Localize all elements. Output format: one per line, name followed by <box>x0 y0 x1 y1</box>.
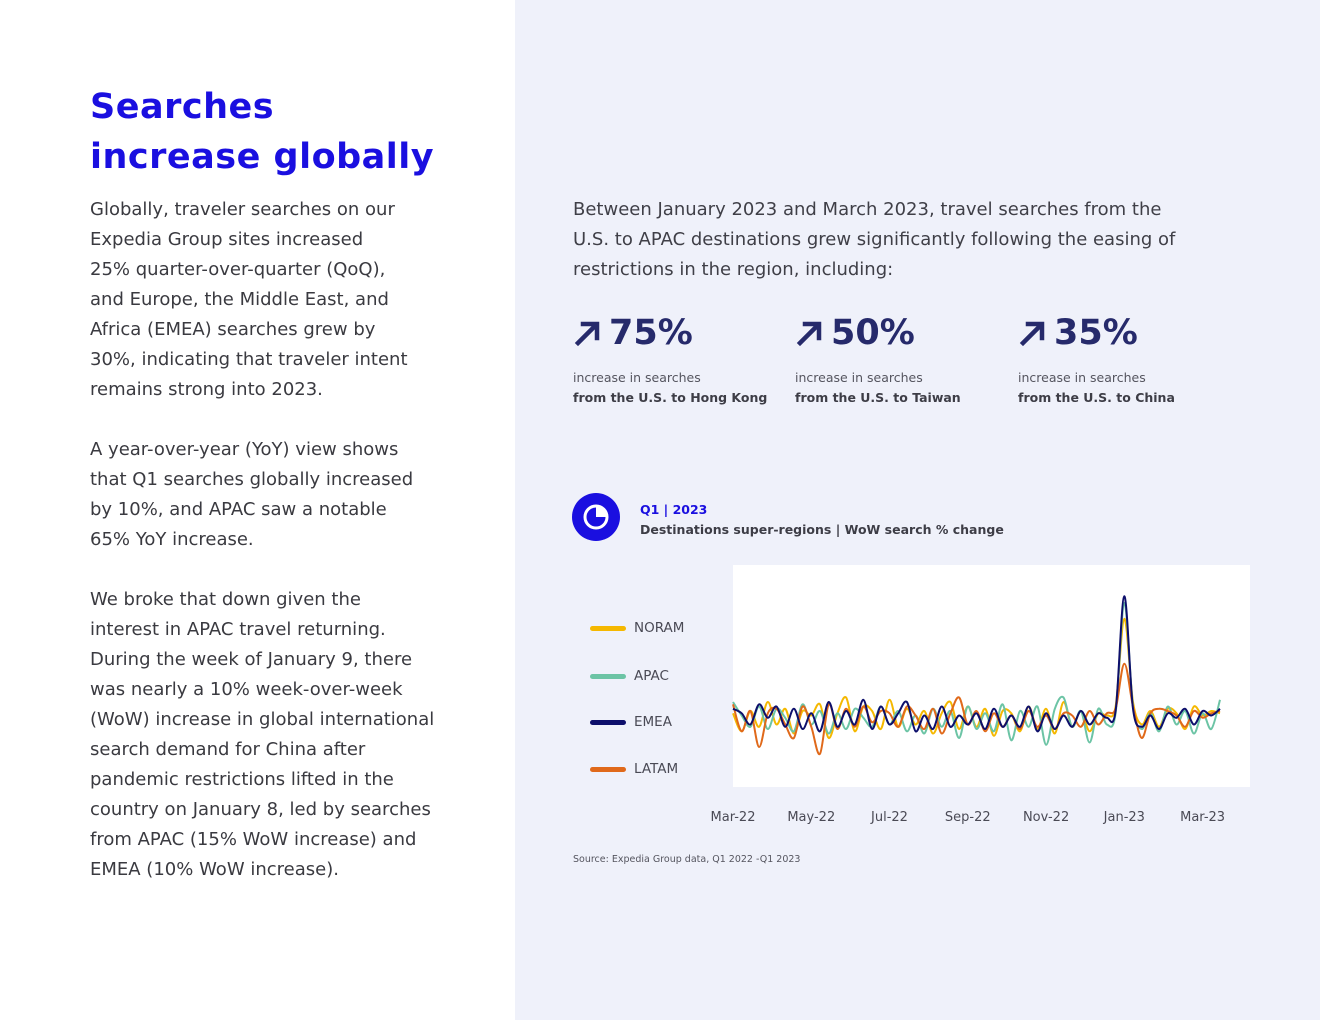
body-text: Globally, traveler searches on our Exped… <box>90 195 500 915</box>
x-tick-label: Mar-23 <box>1180 810 1225 825</box>
legend-label: LATAM <box>634 761 679 777</box>
legend-swatch <box>590 673 626 679</box>
stat-caption: increase in searches <box>795 370 923 385</box>
chart-title: Destinations super-regions | WoW search … <box>640 522 1004 537</box>
series-line-noram <box>732 617 1221 740</box>
stat-value: 35% <box>1054 313 1138 353</box>
x-tick-label: May-22 <box>787 810 835 825</box>
paragraph-qoq: Globally, traveler searches on our Exped… <box>90 199 408 400</box>
x-tick-label: Sep-22 <box>945 810 991 825</box>
x-tick-label: Nov-22 <box>1023 810 1069 825</box>
chart-badge <box>572 493 620 541</box>
arrow-up-right-icon <box>796 321 822 347</box>
x-axis-ticks: Mar-22 May-22 Jul-22 Sep-22 Nov-22 Jan-23 Mar-… <box>711 810 1226 825</box>
source-note: Source: Expedia Group data, Q1 2022 -Q1 … <box>573 854 801 865</box>
stat-detail: from the U.S. to Taiwan <box>795 390 961 405</box>
stat-caption: increase in searches <box>1018 370 1146 385</box>
intro-text: Between January 2023 and March 2023, tra… <box>573 199 1176 280</box>
legend-item-apac: APAC <box>590 666 669 686</box>
pie-chart-icon <box>583 504 609 530</box>
x-tick-label: Jan-23 <box>1103 810 1145 825</box>
page-title: Searches increase globally <box>90 87 435 177</box>
legend-label: EMEA <box>634 714 672 730</box>
legend-item-emea: EMEA <box>590 712 672 732</box>
stat-hong-kong: 75% increase in searches from the U.S. t… <box>573 310 793 408</box>
chart-kicker: Q1 | 2023 <box>640 502 708 517</box>
x-tick-label: Mar-22 <box>711 810 756 825</box>
stat-detail: from the U.S. to China <box>1018 390 1175 405</box>
series-line-latam <box>732 662 1221 756</box>
right-panel <box>515 0 1320 1020</box>
legend-swatch <box>590 719 626 725</box>
legend-swatch <box>590 766 626 772</box>
stat-value: 75% <box>609 313 693 353</box>
legend-item-noram: NORAM <box>590 618 684 638</box>
series-layer <box>732 595 1221 756</box>
arrow-up-right-icon <box>574 321 600 347</box>
series-line-emea <box>732 595 1221 733</box>
stat-value: 50% <box>831 313 915 353</box>
plot-area <box>733 565 1250 787</box>
line-chart: Mar-22 May-22 Jul-22 Sep-22 Nov-22 Jan-23 Mar-… <box>711 565 1250 825</box>
stat-taiwan: 50% increase in searches from the U.S. t… <box>795 310 1015 408</box>
paragraph-china: We broke that down given the interest in… <box>90 589 435 880</box>
legend-label: NORAM <box>634 620 685 636</box>
stat-caption: increase in searches <box>573 370 701 385</box>
legend-item-latam: LATAM <box>590 759 678 779</box>
arrow-up-right-icon <box>1019 321 1045 347</box>
legend-swatch <box>590 625 626 631</box>
stat-china: 35% increase in searches from the U.S. t… <box>1018 310 1238 408</box>
paragraph-yoy: A year-over-year (YoY) view shows that Q… <box>90 439 414 550</box>
x-tick-label: Jul-22 <box>870 810 908 825</box>
legend-label: APAC <box>634 668 669 684</box>
stat-detail: from the U.S. to Hong Kong <box>573 390 768 405</box>
left-panel: Searches increase globally Globally, trav… <box>0 0 515 1020</box>
